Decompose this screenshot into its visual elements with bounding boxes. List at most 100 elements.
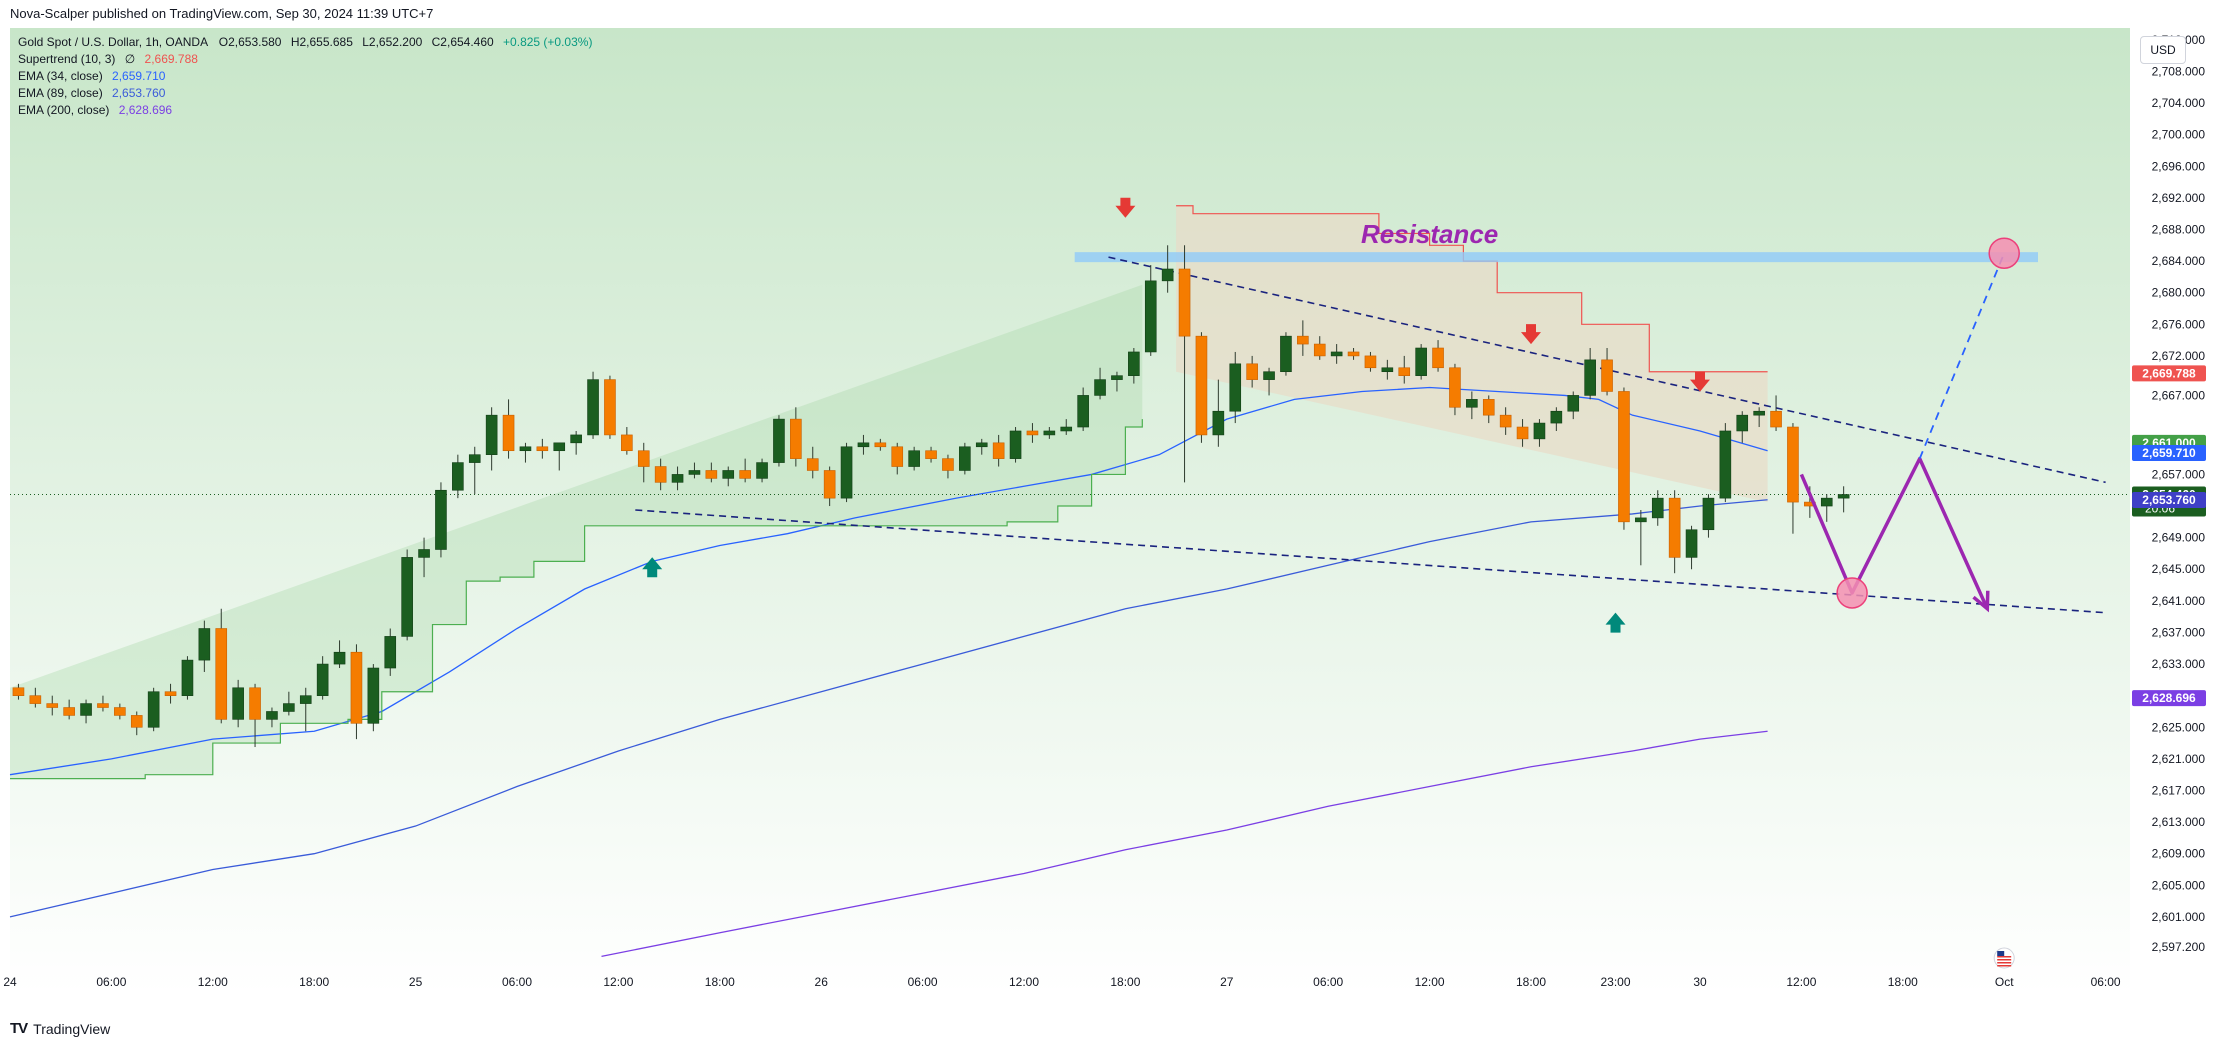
candle <box>1381 359 1394 380</box>
flag-canton <box>1997 951 2005 956</box>
candle-body <box>1837 494 1850 499</box>
candle <box>502 399 515 459</box>
time-tick-label: 12:00 <box>1009 975 1039 989</box>
candle-body <box>975 442 988 448</box>
candle <box>959 442 971 475</box>
projection-arrowhead <box>1972 590 1990 613</box>
candle-body <box>1668 497 1681 558</box>
price-chart[interactable]: 2,712.0002,708.0002,704.0002,700.0002,69… <box>0 28 2219 994</box>
candle-body <box>1178 268 1191 337</box>
candle <box>1770 395 1782 431</box>
candle-body <box>1770 410 1782 428</box>
candle-body <box>925 450 937 459</box>
candle-body <box>908 450 920 467</box>
candle <box>164 683 177 704</box>
candle-body <box>1111 375 1123 380</box>
legend-ema34-row[interactable]: EMA (34, close) 2,659.710 <box>18 68 592 85</box>
candle <box>1533 419 1546 447</box>
candle <box>1685 525 1698 570</box>
legend-symbol-row: Gold Spot / U.S. Dollar, 1h, OANDA O2,65… <box>18 34 592 51</box>
candle <box>283 691 295 716</box>
candle <box>1128 348 1140 384</box>
tradingview-logo[interactable]: TV TradingView <box>10 1020 110 1037</box>
candle-body <box>806 458 819 471</box>
candle-body <box>688 470 701 475</box>
time-tick-label: 06:00 <box>908 975 938 989</box>
candle <box>299 687 312 732</box>
candle-body <box>299 695 312 704</box>
candle <box>333 640 346 669</box>
currency-button[interactable]: USD <box>2140 36 2186 64</box>
candle <box>604 375 616 439</box>
candle <box>722 466 735 487</box>
candle <box>147 687 160 732</box>
candle-body <box>1584 359 1596 396</box>
candle <box>29 687 42 708</box>
price-label-bg <box>2132 492 2206 509</box>
candle-body <box>1128 351 1140 376</box>
time-tick-label: 25 <box>409 975 423 989</box>
candle-body <box>654 466 667 483</box>
time-tick-label: 12:00 <box>1415 975 1445 989</box>
supertrend-symbol: ∅ <box>124 52 136 66</box>
price-tick-label: 2,597.200 <box>2152 940 2206 954</box>
candle <box>1398 355 1411 384</box>
legend-supertrend-row[interactable]: Supertrend (10, 3) ∅ 2,669.788 <box>18 51 592 68</box>
time-tick-label: 27 <box>1220 975 1234 989</box>
price-tick-label: 2,676.000 <box>2152 317 2206 331</box>
candle-body <box>874 442 887 448</box>
candle-body <box>1246 363 1258 380</box>
candle <box>671 466 684 491</box>
chart-area[interactable]: 2,712.0002,708.0002,704.0002,700.0002,69… <box>0 28 2219 994</box>
candle <box>739 458 751 483</box>
tradingview-logo-icon: TV <box>10 1020 28 1037</box>
legend-ema200-row[interactable]: EMA (200, close) 2,628.696 <box>18 102 592 119</box>
candle-body <box>1736 414 1749 432</box>
candle-body <box>164 691 177 696</box>
supertrend-up-fill <box>10 284 1143 779</box>
legend-close: C2,654.460 <box>431 35 494 49</box>
candle <box>1144 265 1157 356</box>
ema-line <box>9 386 1768 776</box>
down-arrow-icon <box>1690 371 1710 392</box>
candle <box>97 695 109 712</box>
candle-body <box>1297 335 1309 345</box>
candle-body <box>587 379 599 436</box>
price-tick-label: 2,672.000 <box>2152 349 2206 363</box>
candle-body <box>1635 517 1647 523</box>
candle-body <box>1313 343 1326 357</box>
time-tick-label: 06:00 <box>502 975 532 989</box>
candle-body <box>1347 351 1360 357</box>
projection-dashed-line <box>1918 252 2006 459</box>
candle <box>418 537 430 578</box>
legend-change: +0.825 (+0.03%) <box>503 35 593 49</box>
candle <box>1026 423 1039 443</box>
candle-body <box>181 659 194 696</box>
candle <box>114 703 126 720</box>
price-tick-label: 2,700.000 <box>2152 128 2206 142</box>
tradingview-brand: TradingView <box>33 1020 111 1037</box>
candle <box>806 446 819 479</box>
candle-body <box>637 450 650 467</box>
candle <box>12 683 25 700</box>
candle-body <box>384 636 397 669</box>
price-tick-label: 2,601.000 <box>2152 910 2206 924</box>
candle-body <box>97 703 109 708</box>
candle <box>384 628 397 676</box>
candle <box>992 434 1005 467</box>
candle <box>519 442 532 463</box>
price-label-text: 2,659.710 <box>2142 446 2196 460</box>
candle <box>1364 351 1377 372</box>
ema34-value: 2,659.710 <box>112 69 166 83</box>
legend-ema89-row[interactable]: EMA (89, close) 2,653.760 <box>18 85 592 102</box>
candle <box>1347 348 1360 360</box>
candle-body <box>401 557 413 637</box>
candle-body <box>604 379 616 436</box>
price-label-bg <box>2132 690 2206 707</box>
flag-stripe <box>1997 962 2012 964</box>
legend-open: O2,653.580 <box>218 35 282 49</box>
candle <box>1702 494 1715 538</box>
candle-body <box>283 703 295 712</box>
candle-body <box>1533 422 1546 440</box>
up-arrow-icon <box>1605 612 1626 633</box>
